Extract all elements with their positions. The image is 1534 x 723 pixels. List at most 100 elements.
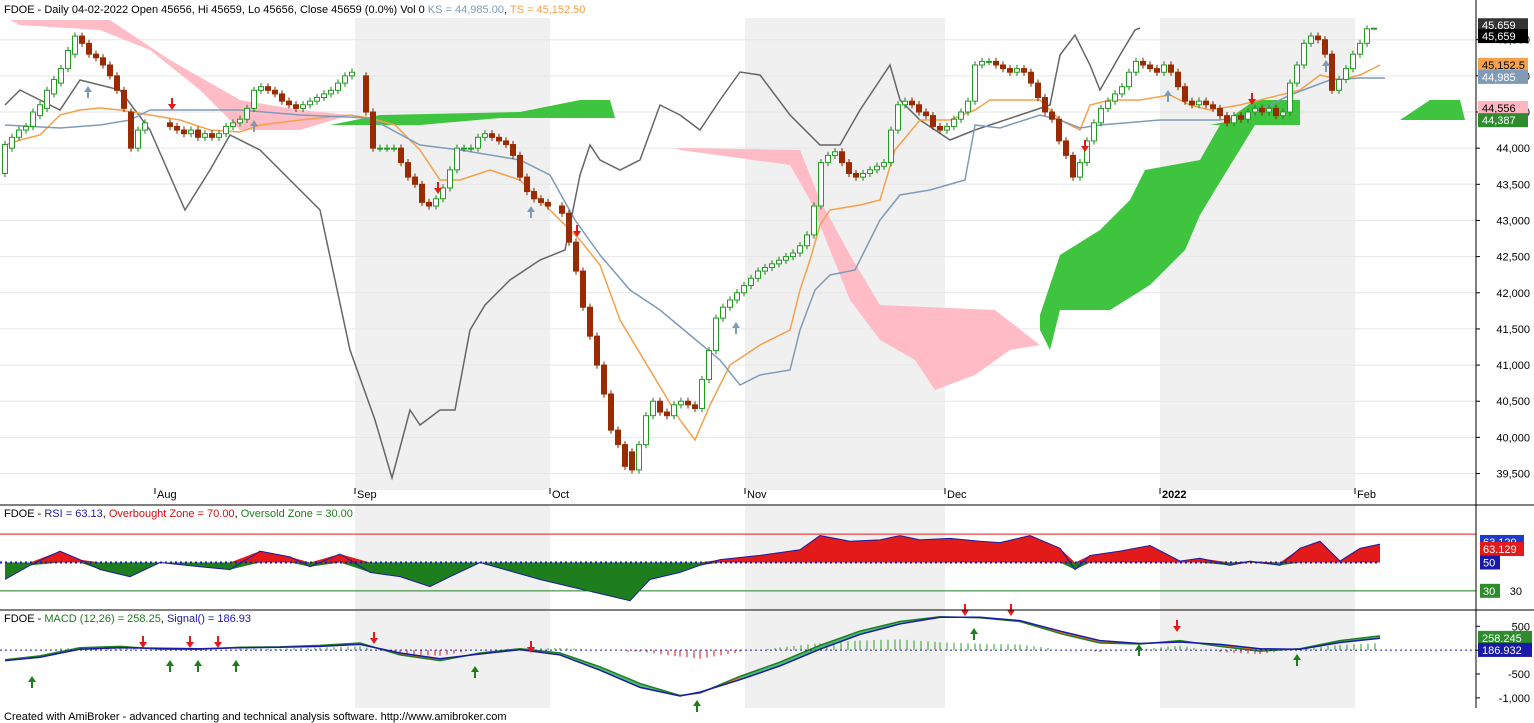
sell-arrow: [573, 225, 581, 237]
candle-down: [1175, 71, 1181, 88]
candle-up: [1364, 28, 1370, 44]
candle-up: [37, 104, 43, 117]
candle-down: [79, 35, 85, 44]
candle-up: [1231, 115, 1237, 124]
candle-up: [986, 60, 992, 63]
candle-up: [951, 118, 957, 127]
candle-up: [1126, 71, 1132, 88]
candle-down: [107, 64, 113, 77]
price-tick-label: 44,000: [1496, 143, 1530, 155]
candle-up: [1161, 64, 1167, 73]
rsi-tag-box: [1480, 583, 1500, 598]
sell-arrow: [168, 98, 176, 110]
candle-down: [1322, 39, 1328, 55]
candle-up: [671, 404, 677, 417]
candle-down: [405, 162, 411, 178]
candle-up: [1357, 42, 1363, 55]
candle-up: [251, 89, 257, 109]
candle-down: [685, 400, 691, 406]
candle-down: [1035, 82, 1041, 99]
macd-sell-arrow: [1173, 620, 1181, 632]
macd-tag-box: [1478, 630, 1532, 645]
candle-up: [650, 400, 656, 417]
macd-tick-label: -1,000: [1499, 693, 1530, 705]
candle-up: [300, 104, 306, 109]
price-pane: 39,500 40,000 40,500 41,000 41,500 42,000 42,5…: [0, 18, 1530, 501]
candle-up: [734, 292, 740, 301]
candle-up: [23, 125, 29, 131]
macd-buy-arrow: [693, 700, 701, 712]
price-tag-label: 44,556: [1482, 103, 1516, 115]
candle-down: [1021, 68, 1027, 73]
candle-down: [573, 241, 579, 272]
candle-down: [587, 306, 593, 337]
macd-buy-arrow: [970, 628, 978, 640]
candle-up: [1280, 111, 1286, 117]
rsi-header-symbol: FDOE: [4, 508, 35, 520]
macd-header-symbol: FDOE: [4, 613, 35, 625]
price-tick-label: 40,000: [1496, 432, 1530, 444]
candle-down: [517, 154, 523, 178]
rsi-header-ob: Overbought Zone = 70.00: [109, 508, 235, 520]
price-tag-box: [1478, 18, 1528, 33]
month-label: Oct: [552, 489, 569, 501]
macd-header-signal: Signal() = 186.93: [167, 613, 251, 625]
price-tag-box: [1478, 69, 1528, 84]
candle-down: [398, 147, 404, 164]
candle-down: [1224, 115, 1230, 124]
bear-cloud: [675, 148, 1040, 390]
candle-up: [797, 245, 803, 254]
candle-down: [664, 411, 670, 417]
macd-tag-label: 186.932: [1482, 645, 1522, 657]
candle-up: [1084, 140, 1090, 164]
sell-arrow: [1248, 93, 1256, 105]
sell-arrow: [434, 182, 442, 194]
price-tick-label: 40,500: [1496, 396, 1530, 408]
price-tag-box: [1478, 29, 1528, 44]
candle-up: [1294, 64, 1300, 84]
candle-up: [321, 93, 327, 99]
candle-down: [503, 140, 509, 146]
candle-up: [1119, 86, 1125, 95]
candle-up: [888, 129, 894, 164]
macd-tick-label: 500: [1512, 621, 1530, 633]
candle-up: [314, 97, 320, 102]
macd-header-value: MACD (12,26) = 258.25: [44, 613, 160, 625]
candle-down: [531, 191, 537, 200]
candle-up: [965, 100, 971, 113]
candle-down: [100, 57, 106, 66]
candle-down: [272, 89, 278, 95]
candle-up: [65, 50, 71, 70]
candle-up: [433, 198, 439, 207]
candle-down: [1189, 100, 1195, 106]
signal-line: [4, 616, 1381, 697]
candle-up: [202, 133, 208, 138]
candle-down: [1168, 64, 1174, 73]
candle-down: [93, 53, 99, 59]
candle-down: [853, 172, 859, 178]
candle-down: [412, 176, 418, 185]
rsi-oversold-fill: [5, 562, 1380, 601]
macd-tag-box: [1478, 642, 1532, 657]
candle-down: [426, 201, 432, 207]
candle-up: [867, 169, 873, 174]
price-header: FDOE - Daily 04-02-2022 Open 45656, Hi 4…: [4, 4, 585, 16]
candle-up: [244, 107, 250, 120]
candle-down: [174, 125, 180, 131]
candle-down: [286, 100, 292, 106]
candle-up: [895, 104, 901, 131]
candle-up: [16, 129, 22, 138]
candle-up: [636, 444, 642, 471]
candle-up: [58, 68, 64, 84]
candle-up: [818, 162, 824, 207]
candle-down: [1000, 64, 1006, 70]
candle-up: [30, 111, 36, 127]
macd-buy-arrow: [1293, 654, 1301, 666]
price-tick-label: 41,000: [1496, 360, 1530, 372]
rsi-tick-label: 30: [1510, 586, 1522, 598]
candle-down: [114, 75, 120, 91]
rsi-tag-label: 63.129: [1483, 544, 1517, 556]
candle-up: [377, 147, 383, 150]
candle-up: [762, 266, 768, 272]
